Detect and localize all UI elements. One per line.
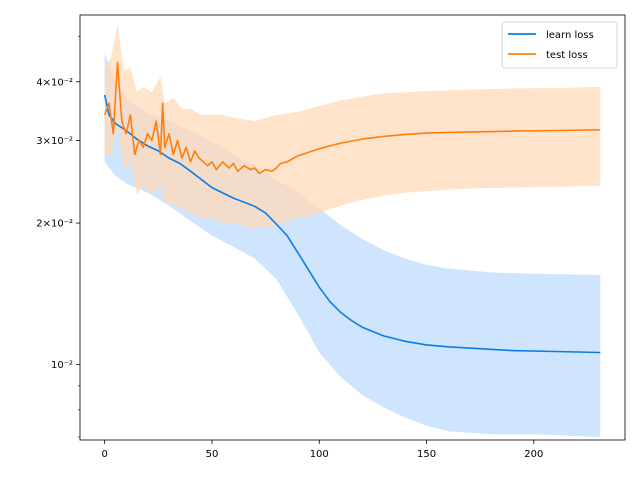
band-test-loss [104, 24, 601, 229]
y-tick-label: 4×10⁻² [36, 77, 73, 88]
y-tick-label: 3×10⁻² [36, 136, 73, 147]
x-tick-label: 100 [310, 449, 329, 460]
legend-box [501, 21, 618, 69]
line-learn-loss [103, 94, 601, 354]
x-tick-label: 200 [524, 449, 543, 460]
legend-label-test-loss: test loss [546, 50, 588, 61]
y-axis: 10⁻² 2×10⁻² 3×10⁻² 4×10⁻² [36, 35, 80, 438]
line-test-loss [103, 61, 601, 175]
legend: learn loss test loss [501, 21, 618, 69]
y-tick-label: 2×10⁻² [36, 219, 73, 230]
axes-frame [79, 14, 626, 441]
y-tick-label: 10⁻² [51, 360, 73, 371]
x-tick-label: 0 [101, 449, 107, 460]
series-lines [103, 61, 601, 354]
x-tick-label: 150 [417, 449, 436, 460]
x-tick-label: 50 [206, 449, 219, 460]
legend-label-learn-loss: learn loss [546, 30, 594, 41]
confidence-bands [104, 24, 601, 438]
x-axis: 0 50 100 150 200 [101, 440, 543, 460]
band-learn-loss [104, 53, 601, 438]
